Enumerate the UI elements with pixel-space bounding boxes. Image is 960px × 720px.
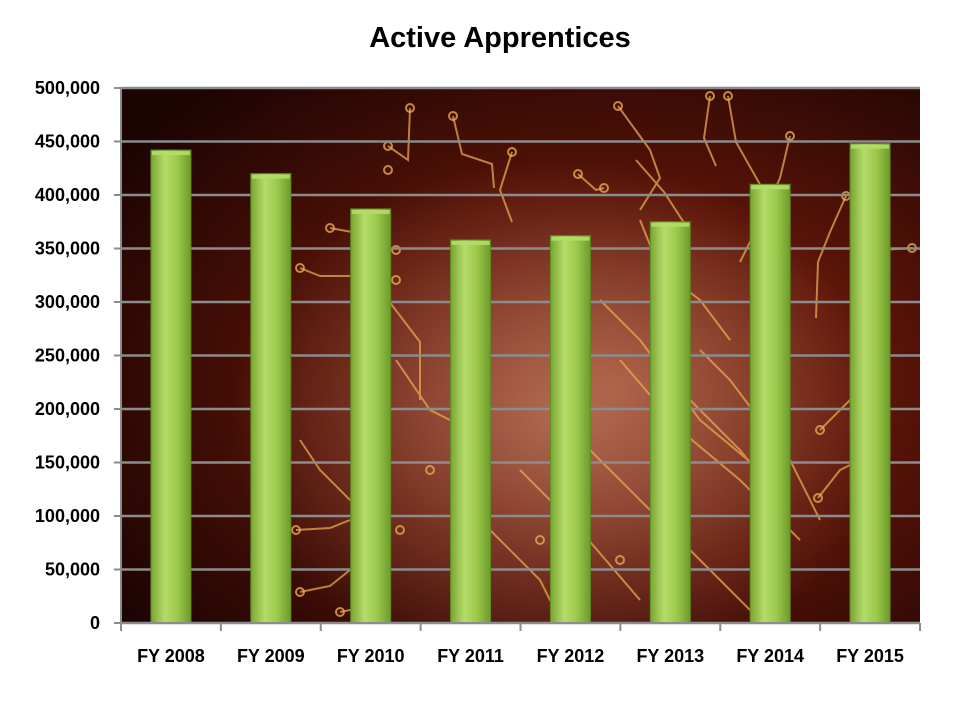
bar-top-highlight bbox=[551, 236, 590, 241]
axes bbox=[114, 87, 921, 631]
x-tick-label: FY 2014 bbox=[736, 646, 804, 666]
bar-top-highlight bbox=[451, 240, 490, 245]
bar bbox=[849, 143, 891, 624]
y-tick-label: 200,000 bbox=[35, 399, 100, 419]
y-tick-label: 250,000 bbox=[35, 346, 100, 366]
bar bbox=[649, 221, 691, 624]
bar-top-highlight bbox=[851, 144, 890, 149]
bar-top-highlight bbox=[251, 174, 290, 179]
y-tick-label: 100,000 bbox=[35, 506, 100, 526]
x-tick-label: FY 2015 bbox=[836, 646, 904, 666]
y-tick-label: 300,000 bbox=[35, 292, 100, 312]
bar-top-highlight bbox=[151, 151, 190, 156]
y-tick-label: 500,000 bbox=[35, 78, 100, 98]
x-tick-labels: FY 2008 FY 2009 FY 2010 FY 2011 FY 2012 FY 20… bbox=[137, 646, 904, 666]
y-tick-label: 50,000 bbox=[45, 560, 100, 580]
y-tick-label: 450,000 bbox=[35, 132, 100, 152]
bar-top-highlight bbox=[651, 222, 690, 227]
x-tick-label: FY 2008 bbox=[137, 646, 205, 666]
chart-title: Active Apprentices bbox=[369, 22, 631, 54]
bar bbox=[549, 235, 591, 624]
y-tick-label: 150,000 bbox=[35, 453, 100, 473]
y-tick-labels: 0 50,000 100,000 150,000 200,000 250,000 300,0… bbox=[35, 78, 100, 633]
bar bbox=[749, 183, 791, 624]
plot-background bbox=[121, 88, 920, 623]
x-tick-label: FY 2011 bbox=[437, 646, 504, 666]
bar bbox=[350, 208, 392, 624]
bar-top-highlight bbox=[751, 185, 790, 190]
bar bbox=[250, 173, 292, 624]
x-tick-label: FY 2013 bbox=[636, 646, 704, 666]
y-tick-label: 400,000 bbox=[35, 185, 100, 205]
y-tick-label: 350,000 bbox=[35, 239, 100, 259]
bar bbox=[450, 239, 492, 624]
x-tick-label: FY 2012 bbox=[537, 646, 605, 666]
x-tick-label: FY 2009 bbox=[237, 646, 305, 666]
bar bbox=[150, 149, 192, 624]
y-tick-label: 0 bbox=[90, 613, 100, 633]
x-tick-label: FY 2010 bbox=[337, 646, 405, 666]
bar-top-highlight bbox=[351, 209, 390, 214]
